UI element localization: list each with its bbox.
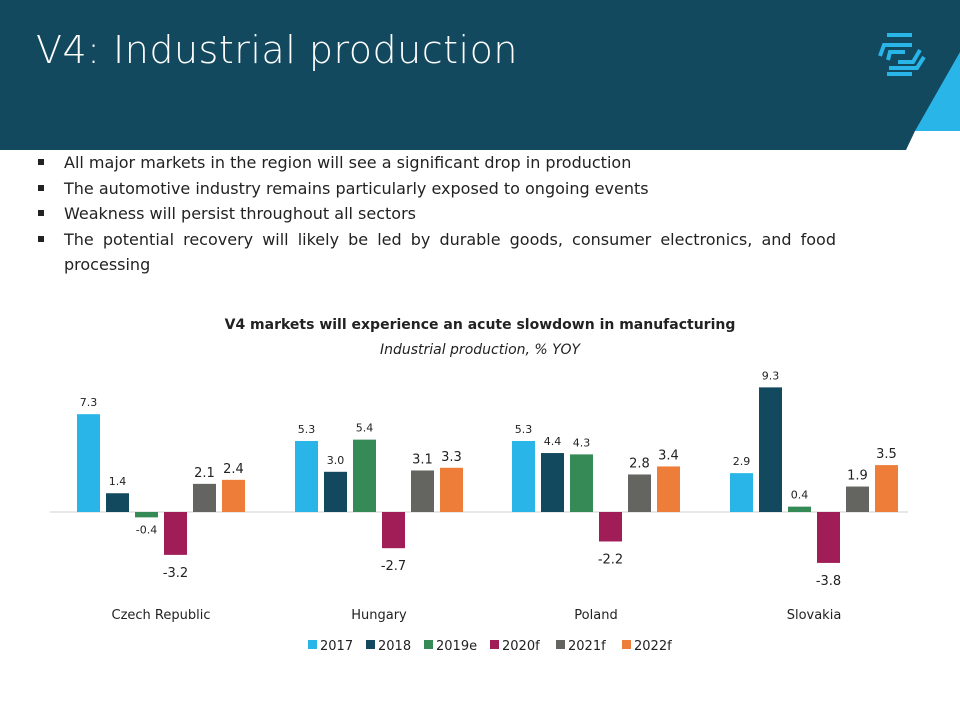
data-label: -2.7: [381, 559, 406, 574]
legend-item-2019e: 2019e: [424, 639, 477, 654]
page-title: V4: Industrial production: [36, 28, 518, 72]
bar-2017-hungary: [295, 440, 318, 512]
bullet-item: Weakness will persist throughout all sec…: [36, 201, 836, 227]
data-label: 2.1: [194, 466, 215, 481]
legend-item-2022f: 2022f: [622, 639, 672, 654]
bar-2022f-czech-republic: [222, 479, 245, 512]
bar-2021f-poland: [628, 474, 651, 512]
legend-swatch: [366, 640, 375, 649]
legend-item-2020f: 2020f: [490, 639, 540, 654]
bar-2017-poland: [512, 440, 535, 512]
bar-2019e-poland: [570, 454, 593, 512]
bar-2021f-czech-republic: [193, 483, 216, 512]
bar-2018-hungary: [324, 471, 347, 512]
data-label: 2.9: [733, 455, 751, 468]
category-label: Poland: [574, 608, 617, 623]
legend-label: 2018: [378, 639, 411, 654]
data-label: 5.4: [356, 422, 374, 435]
legend-swatch: [308, 640, 317, 649]
chart-subtitle: Industrial production, % YOY: [379, 342, 581, 358]
data-label: 7.3: [80, 396, 98, 409]
data-label: -0.4: [136, 523, 157, 536]
legend-swatch: [556, 640, 565, 649]
data-label: 5.3: [298, 423, 316, 436]
data-label: 0.4: [791, 489, 809, 502]
bar-2019e-czech-republic: [135, 512, 158, 518]
data-label: 3.4: [658, 448, 679, 463]
data-label: 4.4: [544, 435, 562, 448]
legend-swatch: [424, 640, 433, 649]
bar-2017-czech-republic: [77, 414, 100, 512]
data-label: 5.3: [515, 423, 533, 436]
legend-swatch: [490, 640, 499, 649]
bar-2021f-hungary: [411, 470, 434, 512]
header-white-cut: [906, 131, 960, 150]
data-label: 2.4: [223, 462, 244, 477]
data-label: 3.1: [412, 452, 433, 467]
bar-2020f-slovakia: [817, 512, 840, 563]
legend-item-2017: 2017: [308, 639, 353, 654]
legend-label: 2017: [320, 639, 353, 654]
bar-2022f-slovakia: [875, 465, 898, 512]
bar-2018-poland: [541, 453, 564, 512]
bar-2022f-poland: [657, 466, 680, 512]
data-label: -3.8: [816, 574, 841, 589]
data-label: 3.3: [441, 450, 462, 465]
bar-2022f-hungary: [440, 467, 463, 512]
data-label: -2.2: [598, 552, 623, 567]
category-label: Czech Republic: [112, 608, 211, 623]
legend-item-2018: 2018: [366, 639, 411, 654]
bar-2020f-czech-republic: [164, 512, 187, 555]
chart-title: V4 markets will experience an acute slow…: [224, 317, 736, 333]
bar-2018-czech-republic: [106, 493, 129, 512]
bullet-item: The potential recovery will likely be le…: [36, 227, 836, 278]
bullet-item: The automotive industry remains particul…: [36, 176, 836, 202]
legend-item-2021f: 2021f: [556, 639, 606, 654]
bullet-item: All major markets in the region will see…: [36, 150, 836, 176]
legend-label: 2021f: [568, 639, 606, 654]
category-label: Hungary: [351, 608, 407, 623]
bar-2019e-hungary: [353, 439, 376, 512]
legend-label: 2019e: [436, 639, 477, 654]
hexagon-stripes-logo: [878, 33, 926, 76]
data-label: 1.4: [109, 475, 127, 488]
bar-2018-slovakia: [759, 387, 782, 512]
bar-2020f-hungary: [382, 512, 405, 549]
data-label: 2.8: [629, 456, 650, 471]
category-label: Slovakia: [787, 608, 842, 623]
data-label: 1.9: [847, 469, 868, 484]
header-accent-triangle: [915, 52, 960, 131]
legend-label: 2020f: [502, 639, 540, 654]
data-label: 3.0: [327, 454, 345, 467]
header-band: [0, 0, 960, 150]
legend-label: 2022f: [634, 639, 672, 654]
header-background: [0, 0, 960, 150]
data-label: 3.5: [876, 447, 897, 462]
bullet-list: All major markets in the region will see…: [36, 150, 836, 278]
data-label: 4.3: [573, 436, 591, 449]
bar-2019e-slovakia: [788, 506, 811, 512]
bar-2021f-slovakia: [846, 486, 869, 512]
data-label: -3.2: [163, 566, 188, 581]
bar-2017-slovakia: [730, 473, 753, 512]
legend-swatch: [622, 640, 631, 649]
data-label: 9.3: [762, 369, 780, 382]
bar-2020f-poland: [599, 512, 622, 542]
